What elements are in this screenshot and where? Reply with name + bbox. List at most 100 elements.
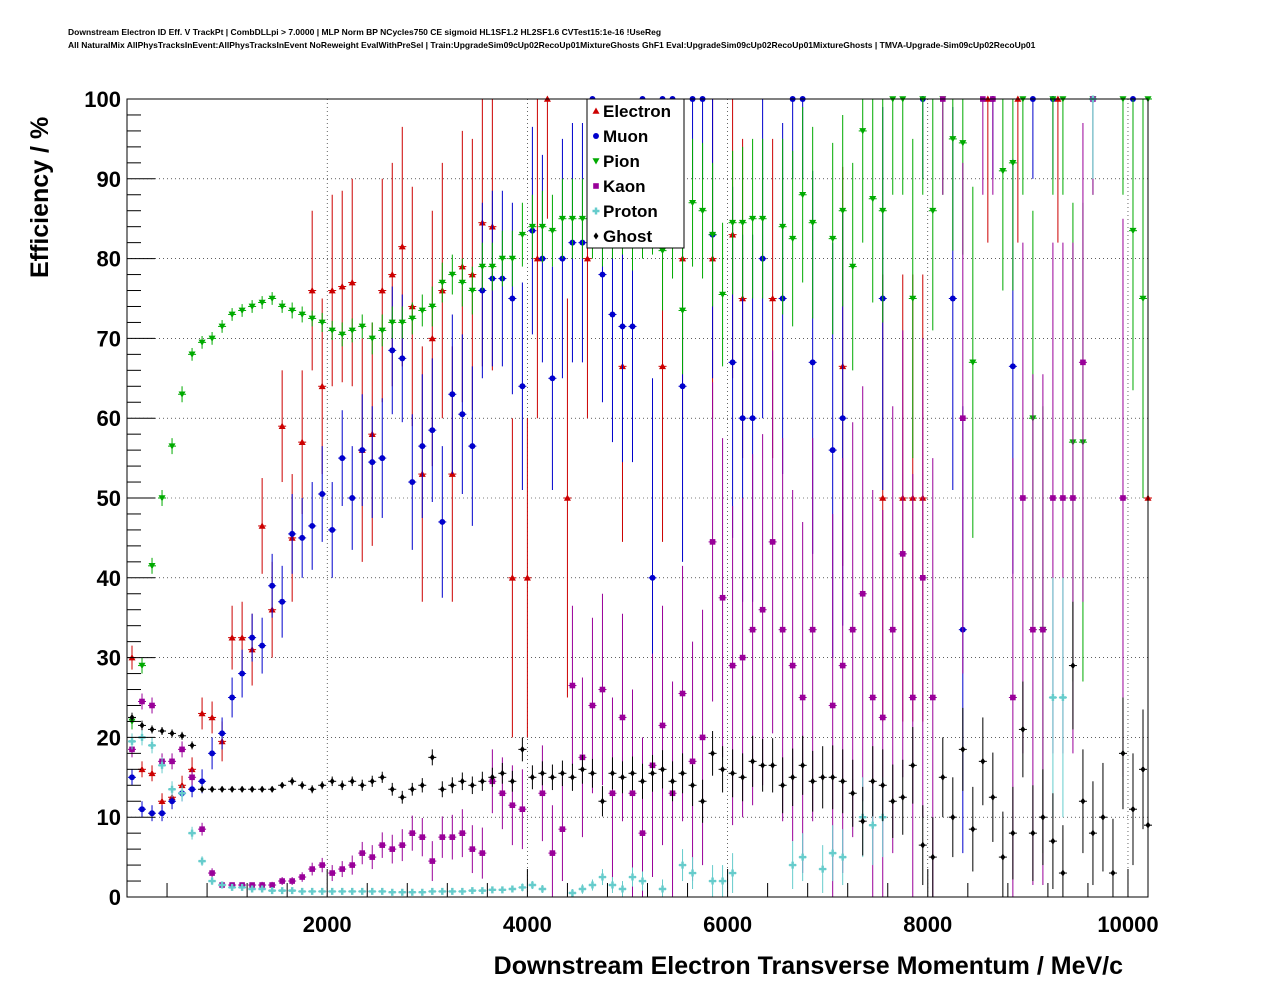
data-point [468, 287, 476, 295]
data-point [379, 773, 385, 781]
data-point [639, 877, 647, 885]
data-point [659, 362, 667, 370]
data-point [139, 698, 145, 705]
data-point [499, 769, 505, 777]
data-point [198, 857, 206, 865]
data-point [159, 727, 165, 735]
data-point [318, 319, 326, 326]
data-point [770, 761, 776, 769]
data-point [178, 781, 186, 789]
data-point [599, 271, 606, 278]
data-point [498, 886, 506, 894]
grid-lines [127, 99, 1148, 897]
data-point [469, 443, 476, 450]
data-point [588, 881, 596, 889]
data-point [679, 383, 686, 390]
data-point [790, 773, 796, 781]
data-point [369, 777, 375, 785]
data-point [209, 870, 215, 876]
data-point [1010, 694, 1016, 701]
legend-box [586, 98, 685, 249]
data-point [999, 168, 1007, 175]
data-point [329, 870, 336, 876]
data-point [149, 725, 155, 733]
data-point [179, 732, 185, 740]
data-point [769, 295, 777, 302]
x-tick-label: 10000 [1097, 912, 1158, 937]
data-point [259, 882, 265, 888]
legend-label: Kaon [603, 177, 646, 196]
data-point [229, 785, 235, 793]
data-point [218, 323, 226, 330]
data-point [909, 295, 917, 302]
data-point [679, 690, 686, 697]
data-point [269, 785, 275, 793]
data-point [279, 781, 285, 789]
data-point [1110, 869, 1116, 877]
data-point [779, 223, 787, 231]
data-point [329, 526, 336, 533]
data-point [558, 215, 566, 223]
data-point [318, 887, 326, 895]
data-point [139, 721, 145, 729]
data-point [1010, 829, 1016, 837]
data-point [1050, 495, 1056, 501]
data-point [428, 887, 436, 895]
data-point [990, 793, 996, 801]
data-point [820, 773, 826, 781]
data-point [940, 773, 946, 781]
data-point [810, 777, 816, 785]
data-point [930, 853, 936, 861]
data-point [309, 866, 315, 872]
data-point [600, 797, 605, 805]
data-point [429, 427, 436, 434]
data-point [429, 858, 436, 864]
data-point [729, 219, 737, 227]
data-point [269, 582, 276, 589]
data-point [920, 841, 926, 849]
legend-marker [592, 158, 600, 165]
data-point [1080, 797, 1086, 805]
data-point [849, 263, 857, 271]
data-point [950, 813, 956, 821]
data-point [148, 769, 156, 777]
data-point [879, 714, 886, 721]
data-point [1080, 359, 1086, 366]
data-point [1070, 495, 1076, 501]
data-point [209, 785, 215, 793]
data-point [178, 391, 186, 398]
data-point [749, 415, 756, 422]
legend-marker [592, 107, 600, 114]
data-point [689, 758, 696, 765]
data-point [518, 231, 526, 239]
data-point [620, 773, 625, 781]
data-point [379, 455, 386, 462]
data-point [1070, 662, 1076, 670]
data-point [449, 834, 456, 840]
data-point [860, 817, 866, 825]
data-point [699, 734, 706, 741]
data-point [729, 662, 736, 669]
data-point [369, 459, 376, 466]
data-point [459, 830, 466, 836]
data-point [388, 271, 396, 278]
data-point [319, 491, 326, 497]
data-point [1139, 295, 1147, 302]
data-point [578, 215, 586, 223]
data-point [789, 861, 797, 869]
data-point [278, 303, 286, 310]
data-point [328, 327, 336, 334]
data-point [730, 769, 736, 777]
data-point [780, 781, 786, 789]
data-point [740, 773, 746, 781]
data-point [970, 825, 976, 833]
legend-label: Electron [603, 102, 671, 121]
data-point [779, 626, 786, 633]
data-point [249, 785, 255, 793]
data-point [629, 790, 636, 797]
y-tick-label: 10 [97, 805, 121, 830]
data-point [709, 231, 717, 239]
data-point [189, 774, 195, 781]
data-point [459, 411, 466, 418]
data-point [349, 777, 355, 785]
